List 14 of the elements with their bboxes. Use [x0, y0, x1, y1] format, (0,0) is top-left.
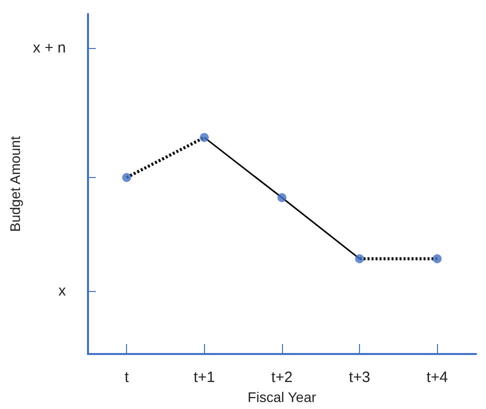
- x-tick-label: t+2: [271, 369, 293, 386]
- x-tick-label: t+4: [426, 369, 448, 386]
- x-axis-title: Fiscal Year: [248, 388, 316, 405]
- x-tick-label: t: [124, 369, 130, 386]
- x-tick-label: t+3: [348, 369, 370, 386]
- point: [432, 254, 442, 264]
- point: [200, 132, 209, 142]
- text: x + n: [32, 40, 66, 56]
- point: [122, 173, 132, 182]
- x-tick-label: t+1: [194, 369, 215, 386]
- y-axis-title: Budget Amount: [7, 136, 23, 232]
- point: [277, 193, 286, 202]
- point: [355, 254, 364, 264]
- text: x: [58, 282, 66, 300]
